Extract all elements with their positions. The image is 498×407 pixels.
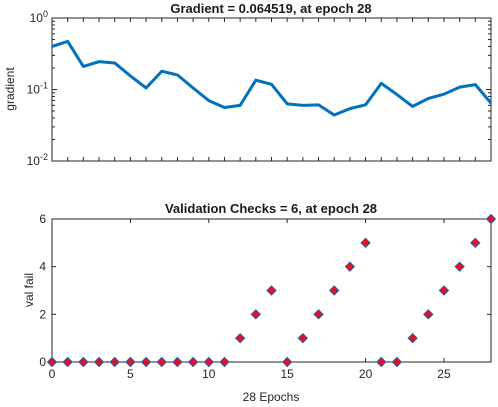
validation-marker: [140, 356, 152, 368]
validation-marker: [93, 356, 105, 368]
validation-x-tick-label: 25: [437, 367, 451, 381]
validation-marker: [156, 356, 167, 368]
validation-marker: [109, 356, 120, 368]
validation-marker: [376, 356, 387, 368]
validation-x-tick-labels: 0 5 10 15 20 25: [49, 367, 451, 381]
validation-marker: [46, 356, 58, 368]
validation-marker: [234, 332, 246, 344]
validation-marker: [313, 309, 324, 320]
validation-x-tick-label: 10: [202, 367, 216, 381]
validation-y-tick-label: 4: [39, 260, 46, 274]
validation-y-tick-label: 0: [39, 355, 46, 369]
validation-y-tick-label: 6: [39, 212, 46, 226]
gradient-title: Gradient = 0.064519, at epoch 28: [170, 1, 371, 16]
validation-x-tick-label: 0: [49, 367, 56, 381]
validation-y-tick-label: 2: [39, 307, 46, 321]
validation-marker: [470, 237, 481, 249]
validation-marker: [391, 356, 403, 368]
validation-marker: [172, 356, 183, 368]
validation-marker: [219, 356, 230, 368]
validation-marker: [344, 261, 356, 272]
gradient-plot-area: [51, 17, 492, 162]
gradient-y-tick-labels: 100 10-1 10-2: [27, 9, 48, 168]
validation-marker: [281, 356, 293, 368]
validation-marker: [407, 332, 418, 344]
validation-marker: [266, 285, 277, 296]
gradient-panel: Gradient = 0.064519, at epoch 28 100 10-1…: [3, 1, 493, 168]
gradient-y-tick-label: 100: [30, 9, 48, 25]
gradient-y-tick-label: 10-2: [27, 152, 48, 168]
gradient-series-line: [51, 39, 493, 117]
validation-marker: [423, 309, 434, 320]
gradient-axis-ticks: [51, 18, 492, 162]
validation-y-axis-label: val fail: [22, 273, 36, 307]
validation-title: Validation Checks = 6, at epoch 28: [165, 201, 377, 216]
validation-marker: [329, 285, 340, 296]
validation-marker: [454, 261, 465, 272]
validation-marker: [187, 356, 199, 368]
validation-x-axis-label: 28 Epochs: [243, 390, 300, 404]
validation-x-tick-label: 20: [359, 367, 373, 381]
gradient-y-axis-label: gradient: [3, 67, 17, 111]
validation-x-tick-label: 15: [280, 367, 294, 381]
validation-marker: [250, 309, 262, 320]
validation-marker: [360, 237, 371, 249]
validation-marker: [78, 356, 89, 368]
validation-marker: [125, 356, 136, 368]
validation-x-tick-label: 5: [127, 367, 134, 381]
validation-markers: [46, 213, 497, 368]
validation-marker: [297, 332, 309, 344]
validation-marker: [62, 356, 73, 368]
validation-marker: [438, 285, 450, 296]
gradient-y-tick-label: 10-1: [27, 81, 48, 97]
validation-panel: Validation Checks = 6, at epoch 28 0246 …: [22, 201, 497, 404]
validation-y-tick-labels: 0 2 4 6: [39, 212, 46, 369]
validation-marker: [485, 213, 497, 225]
validation-marker: [203, 356, 214, 368]
